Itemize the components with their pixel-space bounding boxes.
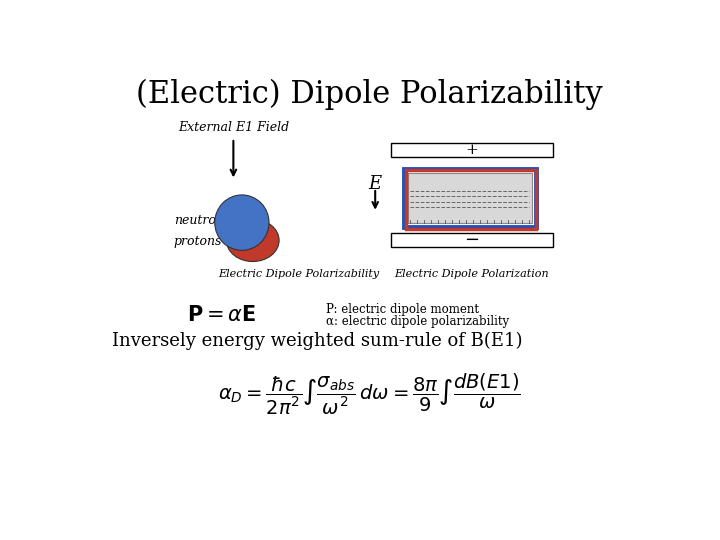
- Bar: [391, 143, 554, 157]
- Text: Electric Dipole Polarizability: Electric Dipole Polarizability: [218, 269, 379, 279]
- Ellipse shape: [226, 219, 279, 261]
- Bar: [408, 173, 532, 224]
- Text: neutrons: neutrons: [174, 214, 230, 227]
- Text: $\alpha_{D} = \dfrac{\hbar c}{2\pi^{2}}\int\dfrac{\sigma_{abs}}{\omega^{2}}\,d\o: $\alpha_{D} = \dfrac{\hbar c}{2\pi^{2}}\…: [217, 372, 521, 417]
- Text: Electric Dipole Polarization: Electric Dipole Polarization: [394, 269, 549, 279]
- Text: $\mathbf{P} = \alpha\mathbf{E}$: $\mathbf{P} = \alpha\mathbf{E}$: [187, 305, 256, 325]
- Bar: [391, 233, 554, 247]
- Text: protons: protons: [174, 235, 222, 248]
- Text: α: electric dipole polarizability: α: electric dipole polarizability: [326, 315, 510, 328]
- Text: −: −: [464, 231, 480, 249]
- Text: (Electric) Dipole Polarizability: (Electric) Dipole Polarizability: [135, 79, 603, 110]
- Text: P: electric dipole moment: P: electric dipole moment: [326, 303, 480, 316]
- Text: E: E: [369, 175, 382, 193]
- Bar: [404, 168, 536, 226]
- Bar: [406, 170, 536, 229]
- Ellipse shape: [215, 195, 269, 251]
- Text: +: +: [466, 143, 479, 157]
- Text: Inversely energy weighted sum-rule of B(E1): Inversely energy weighted sum-rule of B(…: [112, 332, 522, 349]
- Text: External E1 Field: External E1 Field: [178, 122, 289, 134]
